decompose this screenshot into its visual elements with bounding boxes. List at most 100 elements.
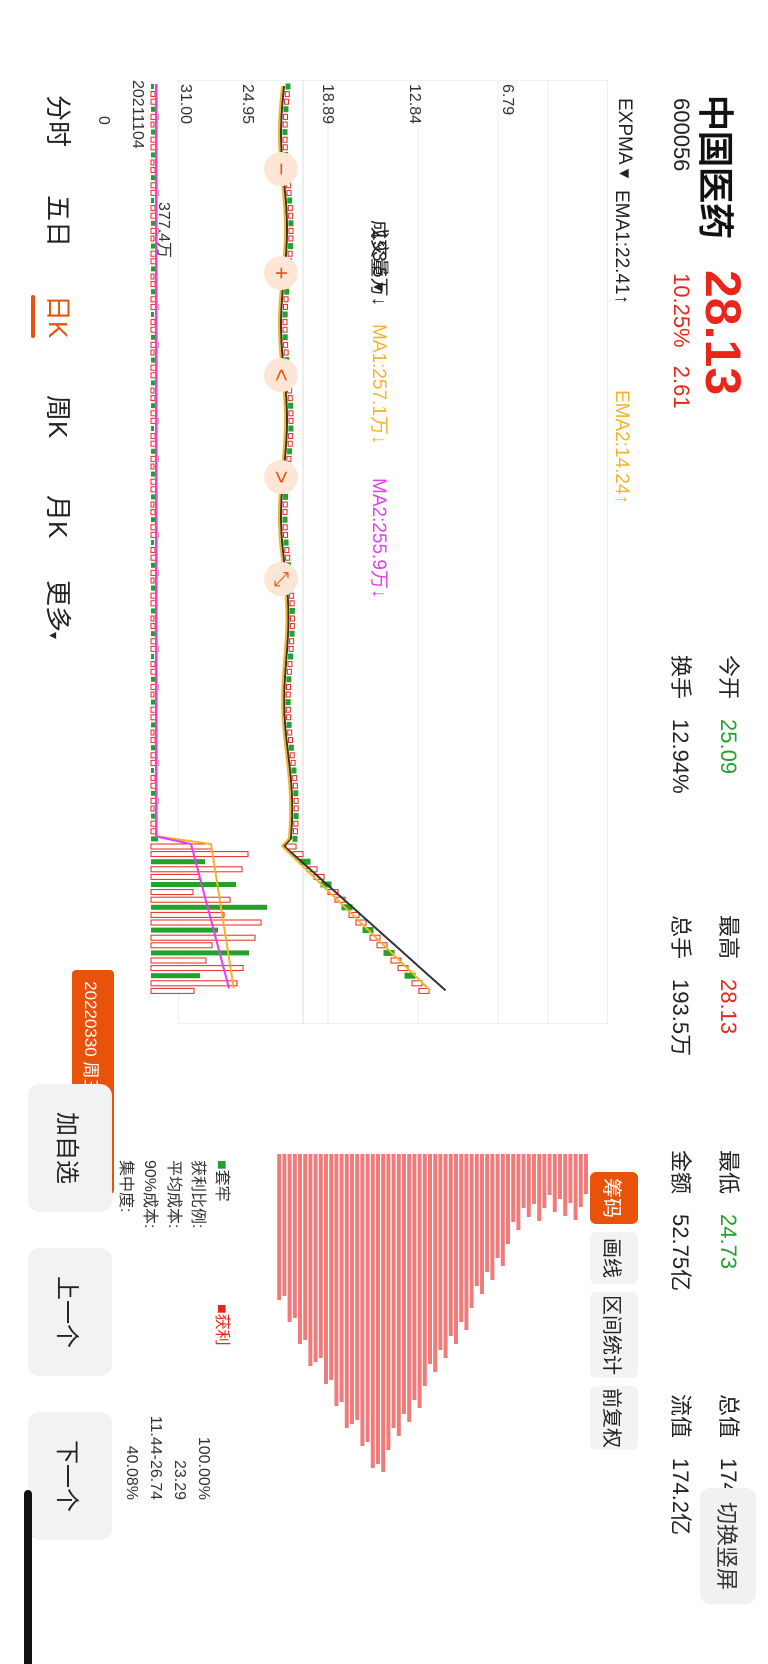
volume-bar (150, 889, 194, 896)
volume-bar (150, 433, 156, 440)
volume-bar (150, 91, 156, 98)
volume-bar (151, 904, 267, 910)
chip-bar (391, 1154, 396, 1428)
chip-bar (334, 1154, 339, 1406)
candle (286, 676, 292, 683)
candle (285, 706, 291, 713)
chip-bar (521, 1154, 526, 1208)
candle (283, 303, 289, 310)
volume-axis-max: 377.4万 (155, 202, 172, 259)
tab-more[interactable]: 更多▾ (43, 580, 73, 640)
volume-bar (150, 387, 155, 394)
candle (287, 729, 293, 736)
volume-bar (150, 775, 156, 782)
tab-five-day[interactable]: 五日 (43, 195, 73, 248)
volume-bar (150, 547, 156, 554)
candle (286, 668, 292, 675)
chip-bar (552, 1154, 557, 1212)
candle (292, 828, 298, 835)
kline-chart[interactable] (178, 80, 608, 1024)
volume-bar (150, 957, 207, 964)
candle (287, 448, 293, 455)
add-watchlist-button[interactable]: 加自选 (28, 1084, 112, 1212)
volume-bar (150, 463, 155, 470)
candle (282, 509, 288, 516)
loss-square-icon: ■ (213, 1160, 230, 1170)
volume-bar (150, 911, 225, 918)
volume-bar (151, 175, 156, 181)
candle (288, 235, 294, 242)
volume-bar (150, 577, 155, 584)
candle (282, 524, 288, 531)
chip-bar (365, 1154, 370, 1442)
candle (289, 752, 295, 759)
volume-bar (151, 403, 156, 409)
dropdown-triangle-icon: ▾ (46, 632, 62, 640)
change-percent: 10.25% (669, 273, 694, 348)
volume-bar (151, 129, 155, 135)
chip-bar (532, 1154, 536, 1204)
chip-bar (313, 1154, 318, 1362)
chip-bar (506, 1154, 510, 1244)
chip-bar (370, 1154, 375, 1468)
candle (289, 615, 295, 622)
volume-bar (150, 843, 212, 850)
tab-monthly-k[interactable]: 月K (43, 495, 73, 539)
tab-chips[interactable]: 筹码 (590, 1172, 638, 1224)
tab-intraday[interactable]: 分时 (43, 95, 73, 148)
chip-bar (511, 1154, 516, 1222)
chip-bar (547, 1154, 552, 1195)
chip-bar (474, 1154, 479, 1286)
candle (292, 775, 298, 782)
candle (287, 197, 293, 204)
chip-bar (422, 1154, 427, 1386)
candle (285, 83, 291, 90)
chip-bar (381, 1154, 386, 1472)
stat-turnover: 换手12.94% (668, 655, 693, 794)
candle (282, 516, 288, 523)
chip-bar (485, 1154, 490, 1272)
current-price: 28.13 (695, 270, 751, 396)
stat-low: 最低24.73 (716, 1150, 741, 1270)
candle (288, 433, 294, 440)
tab-daily-k[interactable]: 日K (41, 295, 78, 338)
volume-bar (150, 121, 155, 128)
volume-bar (151, 585, 155, 591)
volume-bar (150, 623, 156, 630)
candle (287, 250, 293, 257)
candle (282, 129, 288, 136)
indicator-selector[interactable]: EXPMA ▾ (614, 98, 635, 179)
ema1-line (280, 85, 447, 992)
chip-bar (287, 1154, 292, 1322)
volume-bar (151, 517, 156, 523)
ema2-line (278, 85, 431, 992)
tab-interval-stats[interactable]: 区间统计 (590, 1292, 638, 1378)
next-button[interactable]: 下一个 (28, 1412, 112, 1540)
candle (293, 797, 299, 804)
volume-ma1: MA1:257.1万↓ (368, 324, 389, 445)
candle (286, 714, 292, 721)
candle (288, 425, 294, 432)
switch-portrait-button[interactable]: 切换竖屏 (700, 1488, 756, 1604)
ema1-label: EMA1:22.41↑ (611, 190, 632, 305)
previous-button[interactable]: 上一个 (28, 1248, 112, 1376)
volume-bar (150, 691, 155, 698)
candle (287, 737, 293, 744)
tab-weekly-k[interactable]: 周K (43, 395, 73, 439)
volume-bar (151, 84, 154, 89)
tab-forward-adjust[interactable]: 前复权 (590, 1386, 638, 1450)
volume-bar (151, 836, 158, 842)
volume-bar (150, 851, 249, 858)
start-date: 20211104 (129, 80, 146, 149)
volume-bar (150, 661, 156, 668)
candle (282, 144, 288, 151)
volume-bar (150, 873, 200, 880)
chip-bar (277, 1154, 282, 1300)
tab-draw[interactable]: 画线 (590, 1232, 638, 1284)
chip-bar (459, 1154, 464, 1322)
chip-bar (402, 1154, 406, 1414)
chip-bar (584, 1154, 588, 1194)
change-amount: 2.61 (669, 365, 694, 409)
volume-bar (150, 987, 195, 994)
candle (283, 349, 289, 356)
